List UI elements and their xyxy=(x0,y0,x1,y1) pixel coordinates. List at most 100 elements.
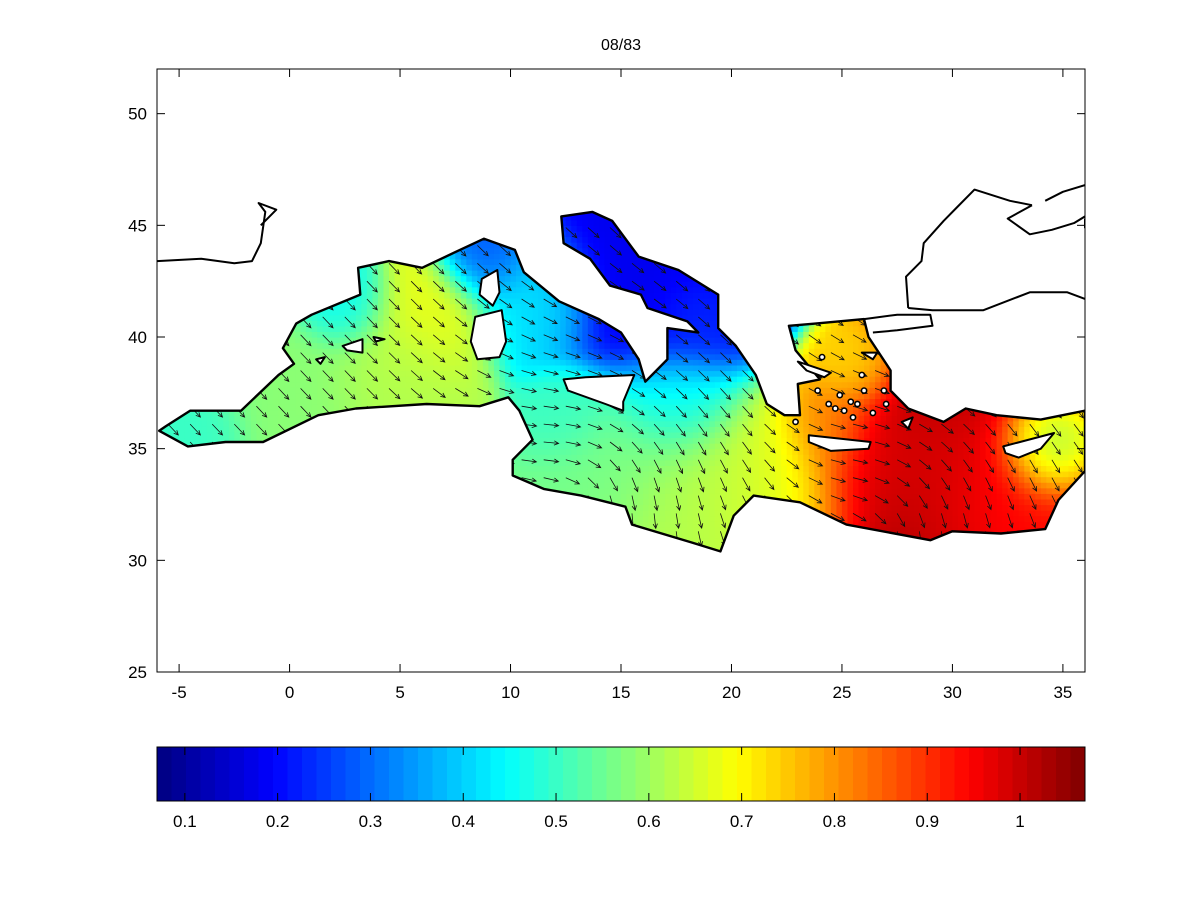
field-cell xyxy=(168,236,175,243)
field-cell xyxy=(372,459,379,467)
field-cell xyxy=(372,487,379,494)
field-cell xyxy=(300,219,307,226)
field-cell xyxy=(355,211,362,215)
field-cell xyxy=(394,275,401,282)
field-cell xyxy=(245,443,252,450)
field-cell xyxy=(333,320,340,327)
field-cell xyxy=(383,392,390,400)
field-cell xyxy=(560,381,567,388)
field-cell xyxy=(339,258,346,266)
field-cell xyxy=(576,325,583,333)
field-cell xyxy=(273,504,280,511)
field-cell xyxy=(477,387,484,394)
field-cell xyxy=(195,211,202,215)
field-cell xyxy=(206,454,213,461)
field-cell xyxy=(416,292,423,299)
field-cell xyxy=(543,459,550,467)
field-cell xyxy=(311,297,318,305)
field-cell xyxy=(284,219,291,226)
field-cell xyxy=(576,264,583,271)
field-cell xyxy=(532,549,539,552)
field-cell xyxy=(173,376,180,383)
field-cell xyxy=(499,353,506,360)
field-cell xyxy=(389,515,396,522)
field-cell xyxy=(317,203,323,209)
field-cell xyxy=(295,270,302,277)
field-cell xyxy=(228,353,235,360)
field-cell xyxy=(455,476,462,483)
field-cell xyxy=(289,504,296,511)
field-cell xyxy=(389,487,396,494)
field-cell xyxy=(411,264,418,271)
field-cell xyxy=(184,549,191,552)
field-cell xyxy=(278,487,285,494)
field-cell xyxy=(377,498,385,506)
field-cell xyxy=(239,448,246,455)
field-cell xyxy=(532,214,539,221)
field-cell xyxy=(565,275,572,282)
field-cell xyxy=(201,549,208,552)
field-cell xyxy=(195,242,202,249)
field-cell xyxy=(366,392,374,400)
field-cell xyxy=(377,292,385,299)
field-cell xyxy=(278,247,285,254)
field-cell xyxy=(416,247,423,254)
field-cell xyxy=(245,225,252,232)
field-cell xyxy=(223,392,230,400)
field-cell xyxy=(206,264,213,271)
field-cell xyxy=(533,555,539,561)
field-cell xyxy=(433,454,440,461)
field-cell xyxy=(284,404,291,411)
field-cell xyxy=(300,364,307,372)
field-cell xyxy=(427,493,434,500)
field-cell xyxy=(488,482,495,489)
field-cell xyxy=(516,387,523,394)
field-cell xyxy=(295,448,302,455)
field-cell xyxy=(317,510,324,517)
field-cell xyxy=(339,420,346,427)
field-cell xyxy=(239,431,246,439)
field-cell xyxy=(427,236,434,243)
field-cell xyxy=(372,431,379,439)
field-cell xyxy=(212,230,219,238)
field-cell xyxy=(173,214,180,221)
field-cell xyxy=(532,510,539,517)
field-cell xyxy=(405,225,412,232)
field-cell xyxy=(206,303,213,310)
field-cell xyxy=(179,448,186,455)
field-cell xyxy=(223,214,230,221)
field-cell xyxy=(168,549,175,552)
field-cell xyxy=(317,281,324,288)
field-cell xyxy=(377,431,385,439)
field-cell xyxy=(256,498,263,506)
field-cell xyxy=(317,225,324,232)
field-cell xyxy=(295,264,302,271)
field-cell xyxy=(466,409,473,416)
field-cell xyxy=(466,275,473,282)
field-cell xyxy=(460,459,467,467)
field-cell xyxy=(571,476,578,483)
field-cell xyxy=(411,392,418,400)
field-cell xyxy=(389,482,396,489)
field-cell xyxy=(322,459,329,467)
field-cell xyxy=(383,471,390,478)
field-cell xyxy=(250,331,258,338)
field-cell xyxy=(505,521,512,528)
field-cell xyxy=(217,538,224,545)
field-cell xyxy=(482,543,490,550)
field-cell xyxy=(159,381,164,388)
field-cell xyxy=(278,214,285,221)
field-cell xyxy=(493,264,501,271)
field-cell xyxy=(433,264,440,271)
field-cell xyxy=(372,381,379,388)
field-cell xyxy=(405,320,412,327)
field-cell xyxy=(372,364,379,372)
field-cell xyxy=(311,286,318,293)
field-cell xyxy=(311,526,318,534)
field-cell xyxy=(554,247,561,254)
field-cell xyxy=(278,459,285,467)
field-cell xyxy=(444,370,451,377)
field-cell xyxy=(206,515,213,522)
field-cell xyxy=(383,437,390,444)
field-cell xyxy=(333,359,340,366)
